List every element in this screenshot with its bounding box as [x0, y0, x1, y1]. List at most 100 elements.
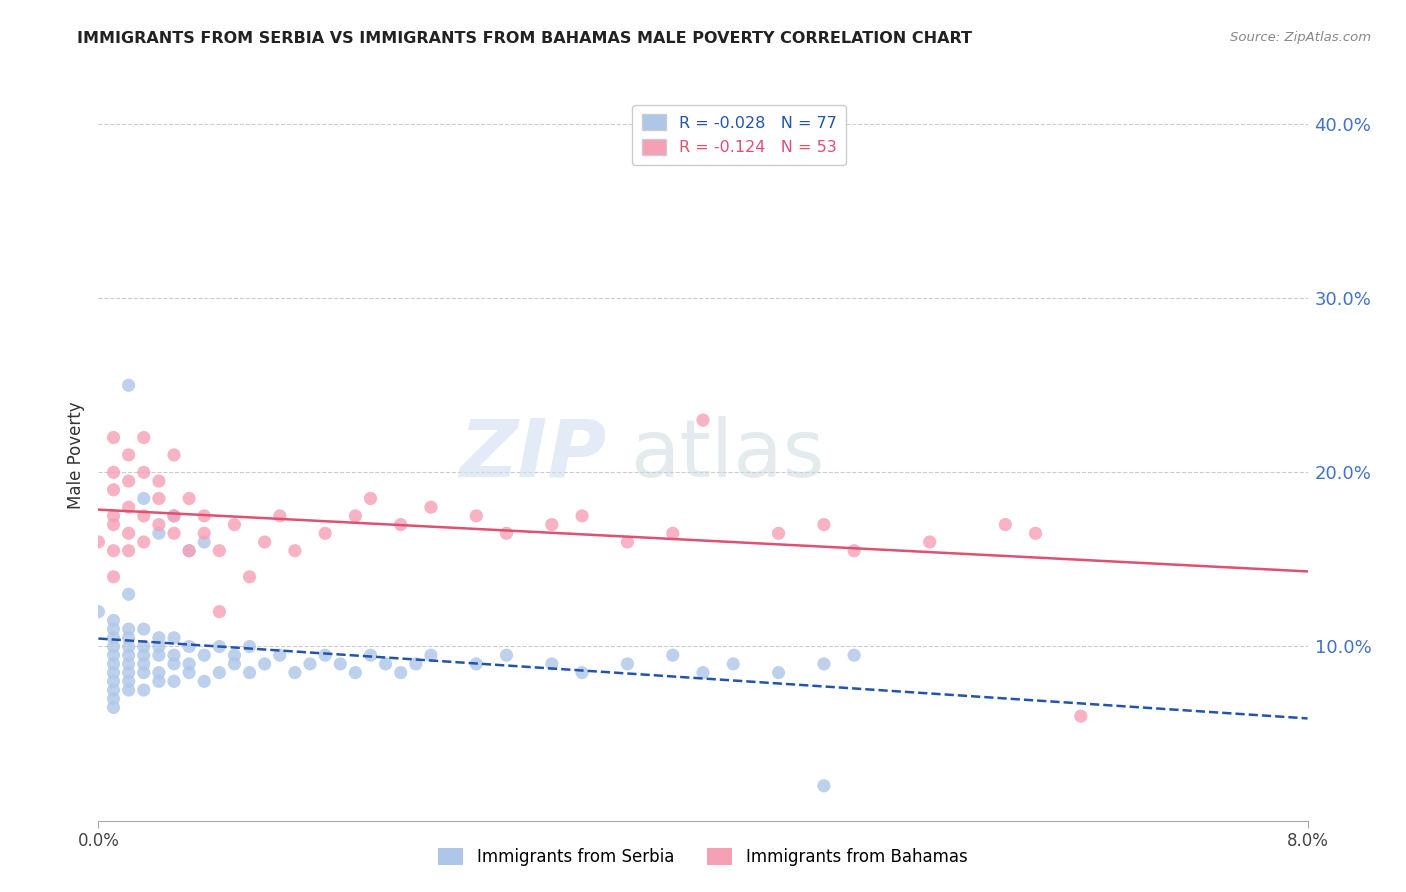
Text: Source: ZipAtlas.com: Source: ZipAtlas.com — [1230, 31, 1371, 45]
Point — [163, 631, 186, 645]
Point — [284, 543, 307, 558]
Point — [103, 483, 125, 497]
Point — [118, 657, 141, 671]
Point — [132, 683, 155, 698]
Point — [148, 665, 170, 680]
Point — [103, 570, 125, 584]
Point — [132, 466, 155, 480]
Point — [148, 517, 170, 532]
Point — [163, 674, 186, 689]
Point — [193, 648, 215, 663]
Point — [103, 691, 125, 706]
Point — [103, 657, 125, 671]
Point — [616, 535, 638, 549]
Text: ZIP: ZIP — [458, 416, 606, 494]
Point — [616, 657, 638, 671]
Point — [193, 508, 215, 523]
Point — [495, 648, 517, 663]
Point — [132, 535, 155, 549]
Point — [118, 674, 141, 689]
Point — [103, 543, 125, 558]
Legend: Immigrants from Serbia, Immigrants from Bahamas: Immigrants from Serbia, Immigrants from … — [432, 841, 974, 873]
Point — [314, 648, 336, 663]
Text: IMMIGRANTS FROM SERBIA VS IMMIGRANTS FROM BAHAMAS MALE POVERTY CORRELATION CHART: IMMIGRANTS FROM SERBIA VS IMMIGRANTS FRO… — [77, 31, 973, 46]
Point — [132, 430, 155, 444]
Point — [118, 474, 141, 488]
Point — [269, 648, 291, 663]
Point — [314, 526, 336, 541]
Point — [193, 535, 215, 549]
Point — [132, 508, 155, 523]
Point — [103, 622, 125, 636]
Point — [148, 474, 170, 488]
Point — [132, 640, 155, 654]
Point — [118, 543, 141, 558]
Text: atlas: atlas — [630, 416, 825, 494]
Point — [103, 683, 125, 698]
Point — [344, 665, 367, 680]
Point — [118, 500, 141, 515]
Point — [163, 648, 186, 663]
Point — [193, 674, 215, 689]
Point — [224, 657, 246, 671]
Point — [148, 526, 170, 541]
Point — [148, 648, 170, 663]
Point — [540, 517, 562, 532]
Y-axis label: Male Poverty: Male Poverty — [67, 401, 86, 508]
Point — [571, 508, 593, 523]
Point — [239, 640, 262, 654]
Point — [420, 648, 443, 663]
Point — [148, 640, 170, 654]
Point — [132, 648, 155, 663]
Point — [813, 517, 835, 532]
Point — [360, 491, 382, 506]
Point — [179, 543, 201, 558]
Point — [103, 674, 125, 689]
Point — [844, 543, 866, 558]
Point — [208, 543, 231, 558]
Point — [118, 526, 141, 541]
Point — [132, 665, 155, 680]
Point — [103, 430, 125, 444]
Point — [768, 665, 790, 680]
Point — [179, 543, 201, 558]
Point — [1070, 709, 1092, 723]
Point — [103, 517, 125, 532]
Point — [103, 640, 125, 654]
Point — [118, 631, 141, 645]
Point — [813, 779, 835, 793]
Point — [163, 657, 186, 671]
Point — [118, 683, 141, 698]
Point — [224, 648, 246, 663]
Point — [193, 526, 215, 541]
Point — [374, 657, 396, 671]
Point — [844, 648, 866, 663]
Point — [571, 665, 593, 680]
Point — [360, 648, 382, 663]
Point — [132, 622, 155, 636]
Point — [148, 491, 170, 506]
Point — [299, 657, 322, 671]
Point — [163, 448, 186, 462]
Point — [103, 466, 125, 480]
Point — [103, 631, 125, 645]
Point — [813, 657, 835, 671]
Point — [465, 657, 488, 671]
Point — [405, 657, 427, 671]
Point — [103, 665, 125, 680]
Point — [132, 657, 155, 671]
Point — [918, 535, 941, 549]
Point — [269, 508, 291, 523]
Point — [118, 622, 141, 636]
Point — [208, 640, 231, 654]
Point — [163, 526, 186, 541]
Point — [389, 517, 412, 532]
Point — [118, 640, 141, 654]
Point — [253, 535, 276, 549]
Point — [329, 657, 352, 671]
Point — [103, 613, 125, 627]
Point — [103, 508, 125, 523]
Point — [163, 508, 186, 523]
Point — [224, 517, 246, 532]
Point — [163, 508, 186, 523]
